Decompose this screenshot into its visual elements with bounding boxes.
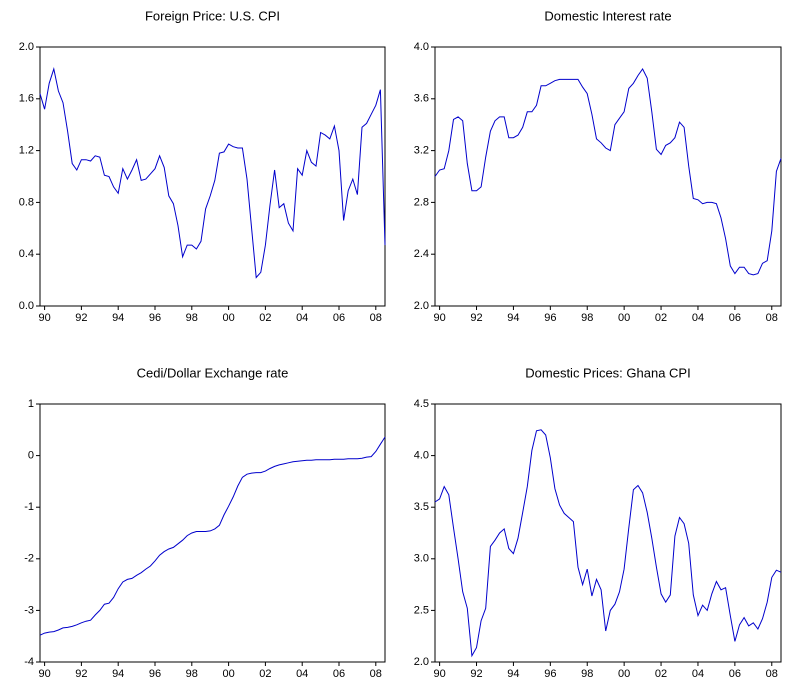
data-line (434, 68, 782, 276)
data-line (39, 436, 386, 636)
x-tick-label: 94 (507, 668, 519, 680)
x-tick-label: 98 (186, 312, 198, 324)
y-tick-label: -2 (24, 553, 34, 565)
chart-title: Domestic Interest rate (544, 8, 671, 23)
x-tick-label: 94 (112, 668, 124, 680)
x-tick-label: 02 (259, 312, 271, 324)
x-tick-label: 04 (296, 312, 308, 324)
y-tick-label: 0.4 (19, 248, 34, 260)
x-tick-label: 92 (470, 312, 482, 324)
y-tick-label: 4.5 (414, 398, 429, 410)
x-tick-label: 96 (544, 668, 556, 680)
x-tick-label: 96 (149, 312, 161, 324)
y-tick-label: 1 (28, 398, 34, 410)
y-tick-label: 1.2 (19, 145, 34, 157)
x-tick-label: 08 (370, 668, 382, 680)
y-tick-label: 3.2 (414, 145, 429, 157)
y-tick-label: 3.5 (414, 501, 429, 513)
x-tick-label: 90 (38, 312, 50, 324)
y-tick-label: 2.0 (414, 656, 429, 668)
x-tick-label: 02 (655, 312, 667, 324)
x-tick-label: 04 (296, 668, 308, 680)
y-tick-label: 4.0 (414, 450, 429, 462)
y-tick-label: -4 (24, 656, 34, 668)
y-tick-label: 2.4 (414, 248, 429, 260)
x-tick-label: 06 (333, 312, 345, 324)
x-tick-label: 00 (618, 312, 630, 324)
x-tick-label: 02 (655, 668, 667, 680)
x-tick-label: 06 (729, 668, 741, 680)
plot-frame (39, 46, 386, 307)
y-tick-label: 3.6 (414, 93, 429, 105)
y-tick-label: 4.0 (414, 41, 429, 53)
x-tick-label: 92 (75, 312, 87, 324)
y-tick-label: 0.0 (19, 300, 34, 312)
y-tick-label: 2.0 (414, 300, 429, 312)
y-tick-label: -1 (24, 501, 34, 513)
chart-title: Foreign Price: U.S. CPI (145, 8, 280, 23)
plot-frame (39, 403, 386, 663)
y-tick-label: 0 (28, 450, 34, 462)
x-tick-label: 04 (692, 668, 704, 680)
x-tick-label: 04 (692, 312, 704, 324)
y-tick-label: 1.6 (19, 93, 34, 105)
y-tick-label: -3 (24, 604, 34, 616)
x-tick-label: 08 (766, 312, 778, 324)
x-tick-label: 90 (433, 668, 445, 680)
x-tick-label: 96 (149, 668, 161, 680)
chart-title: Domestic Prices: Ghana CPI (525, 365, 690, 380)
x-tick-label: 06 (729, 312, 741, 324)
data-line (434, 429, 782, 658)
y-tick-label: 2.8 (414, 196, 429, 208)
x-tick-label: 90 (38, 668, 50, 680)
x-tick-label: 00 (618, 668, 630, 680)
x-tick-label: 94 (112, 312, 124, 324)
data-line (39, 67, 386, 279)
y-tick-label: 2.5 (414, 604, 429, 616)
y-tick-label: 3.0 (414, 553, 429, 565)
x-tick-label: 98 (581, 668, 593, 680)
x-tick-label: 92 (75, 668, 87, 680)
x-tick-label: 08 (766, 668, 778, 680)
plot-frame (434, 403, 782, 663)
x-tick-label: 92 (470, 668, 482, 680)
x-tick-label: 94 (507, 312, 519, 324)
plot-frame (434, 46, 782, 307)
x-tick-label: 06 (333, 668, 345, 680)
x-tick-label: 00 (222, 312, 234, 324)
x-tick-label: 96 (544, 312, 556, 324)
x-tick-label: 98 (581, 312, 593, 324)
x-tick-label: 98 (186, 668, 198, 680)
y-tick-label: 0.8 (19, 196, 34, 208)
x-tick-label: 00 (222, 668, 234, 680)
x-tick-label: 02 (259, 668, 271, 680)
y-tick-label: 2.0 (19, 41, 34, 53)
chart-title: Cedi/Dollar Exchange rate (137, 365, 289, 380)
x-tick-label: 08 (370, 312, 382, 324)
x-tick-label: 90 (433, 312, 445, 324)
